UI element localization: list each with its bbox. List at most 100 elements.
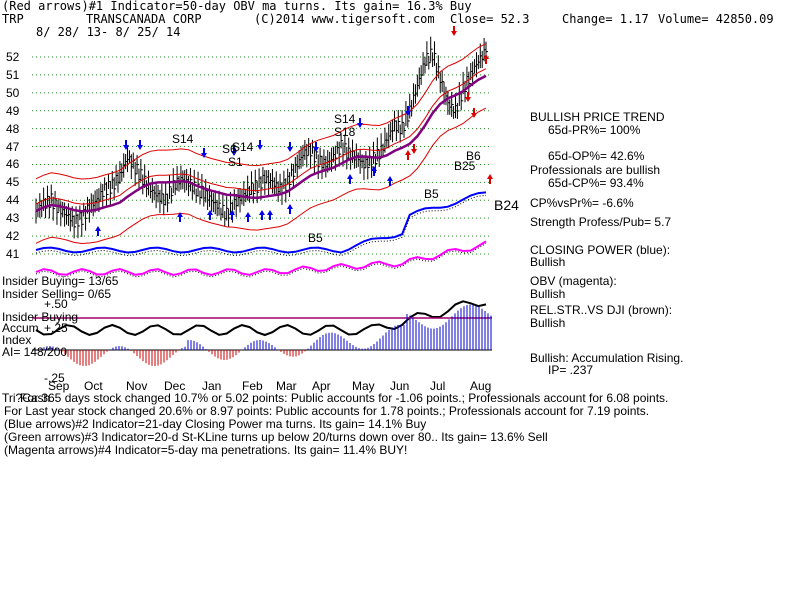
signal-label: S18 xyxy=(334,125,356,139)
signal-label: S6 xyxy=(222,142,237,156)
signal-arrow xyxy=(371,166,377,176)
ip-value: IP= .237 xyxy=(548,363,594,377)
x-tick-label: Feb xyxy=(242,379,263,393)
relstr-line xyxy=(35,300,487,337)
signal-arrow xyxy=(313,142,319,152)
signal-arrow xyxy=(177,212,183,222)
closing-power-ma xyxy=(35,194,487,257)
x-tick-label: Jun xyxy=(390,379,410,393)
insider-buying-2: Insider Buying xyxy=(2,310,79,324)
trend-title: BULLISH PRICE TREND xyxy=(530,110,665,124)
obv-value: Bullish xyxy=(530,287,566,301)
footer-line2: For Last year stock changed 20.6% or 8.9… xyxy=(4,404,650,418)
signal-arrow xyxy=(387,176,393,186)
plus25-label: +.25 xyxy=(44,321,68,335)
accum-label: Accum xyxy=(2,321,39,335)
minus25-label: -.25 xyxy=(44,371,65,385)
signal-arrow xyxy=(405,106,411,116)
copyright: (C)2014 www.tigersoft.com xyxy=(254,12,435,26)
y-tick-label: 49 xyxy=(6,103,20,118)
signal-arrow xyxy=(201,148,207,158)
signal-label: B24 xyxy=(494,197,519,213)
plus50-label: +.50 xyxy=(44,297,68,311)
x-tick-label: Jan xyxy=(202,379,222,393)
y-tick-label: 41 xyxy=(6,247,20,261)
relstr-value: Bullish xyxy=(530,316,566,330)
insider-buying: Insider Buying= 13/65 xyxy=(2,274,119,288)
y-tick-label: 47 xyxy=(6,139,20,154)
obv-line xyxy=(35,240,487,277)
closing-power-line xyxy=(35,191,487,254)
index-label: Index xyxy=(2,333,32,347)
accum-status: Bullish: Accumulation Rising. xyxy=(530,351,684,365)
y-tick-label: 48 xyxy=(6,121,20,136)
closing-power-value: Bullish xyxy=(530,255,566,269)
signal-arrow xyxy=(347,174,353,184)
signal-arrow xyxy=(411,144,417,154)
obv-ma xyxy=(35,242,487,278)
y-tick-label: 51 xyxy=(6,67,20,82)
footer-prefix: Tri?Cash xyxy=(2,391,51,405)
signal-arrow xyxy=(483,54,489,64)
signal-label: S14 xyxy=(232,140,254,154)
signal-arrow xyxy=(123,140,129,150)
signal-arrow xyxy=(267,210,273,220)
x-tick-label: Apr xyxy=(312,379,331,393)
signal-arrow xyxy=(245,212,251,222)
footer-line4: (Green arrows)#3 Indicator=20-d St-KLine… xyxy=(4,430,548,444)
op-value: 65d-OP%= 42.6% xyxy=(548,149,645,163)
y-tick-label: 43 xyxy=(6,211,20,226)
prof-bullish: Professionals are bullish xyxy=(530,163,661,177)
signal-arrow xyxy=(451,26,457,36)
signal-arrow xyxy=(287,142,293,152)
signal-label: B6 xyxy=(466,149,481,163)
signal-arrow xyxy=(405,150,411,160)
signal-label: S1 xyxy=(228,155,243,169)
y-tick-label: 42 xyxy=(6,229,20,244)
company-name: TRANSCANADA CORP xyxy=(86,12,202,26)
relstr-title: REL.STR..VS DJI (brown): xyxy=(530,303,673,317)
x-tick-label: Sep xyxy=(48,379,70,393)
signal-arrow xyxy=(257,140,263,150)
signal-arrow xyxy=(95,226,101,236)
upper-band-line xyxy=(35,43,487,180)
signal-arrow xyxy=(465,92,471,102)
signal-arrow xyxy=(357,118,363,128)
signal-label: B25 xyxy=(454,159,476,173)
ai-value: AI= 148/200 xyxy=(2,345,68,359)
closing-power-title: CLOSING POWER (blue): xyxy=(530,243,671,257)
header-line1: (Red arrows)#1 Indicator=50-day OBV ma t… xyxy=(2,0,472,13)
ticker: TRP xyxy=(2,12,24,26)
change-value: Change= 1.17 xyxy=(562,12,649,26)
footer-line1: For 365 days stock changed 10.7% or 5.02… xyxy=(20,391,669,405)
strength-value: Strength Profess/Pub= 5.7 xyxy=(530,215,672,229)
x-tick-label: Aug xyxy=(470,379,492,393)
footer-line5: (Magenta arrows)#4 Indicator=5-day ma pe… xyxy=(4,443,408,457)
volume-value: Volume= 42850.09 xyxy=(658,12,774,26)
signal-label: S14 xyxy=(172,132,194,146)
obv-title: OBV (magenta): xyxy=(530,274,617,288)
signal-arrow xyxy=(471,108,477,118)
x-tick-label: Jul xyxy=(430,379,446,393)
x-tick-label: Mar xyxy=(276,379,297,393)
footer-line3: (Blue arrows)#2 Indicator=21-day Closing… xyxy=(4,417,427,431)
signal-arrow xyxy=(487,174,493,184)
x-tick-label: Oct xyxy=(84,379,103,393)
pr-value: 65d-PR%= 100% xyxy=(548,123,641,137)
cpvspr-value: CP%vsPr%= -6.6% xyxy=(530,196,634,210)
y-tick-label: 46 xyxy=(6,157,20,172)
short-ma-line xyxy=(35,68,487,205)
signal-arrow xyxy=(229,210,235,220)
signal-label: B5 xyxy=(308,231,323,245)
x-tick-label: Dec xyxy=(164,379,186,393)
y-tick-label: 52 xyxy=(6,50,20,64)
y-tick-label: 50 xyxy=(6,85,20,100)
x-tick-label: Nov xyxy=(126,379,148,393)
close-value: Close= 52.3 xyxy=(450,12,530,26)
signal-arrow xyxy=(137,140,143,150)
signal-label: B5 xyxy=(424,187,439,201)
date-range: 8/ 28/ 13- 8/ 25/ 14 xyxy=(36,25,181,39)
y-tick-label: 45 xyxy=(6,175,20,190)
signal-arrow xyxy=(231,146,237,156)
